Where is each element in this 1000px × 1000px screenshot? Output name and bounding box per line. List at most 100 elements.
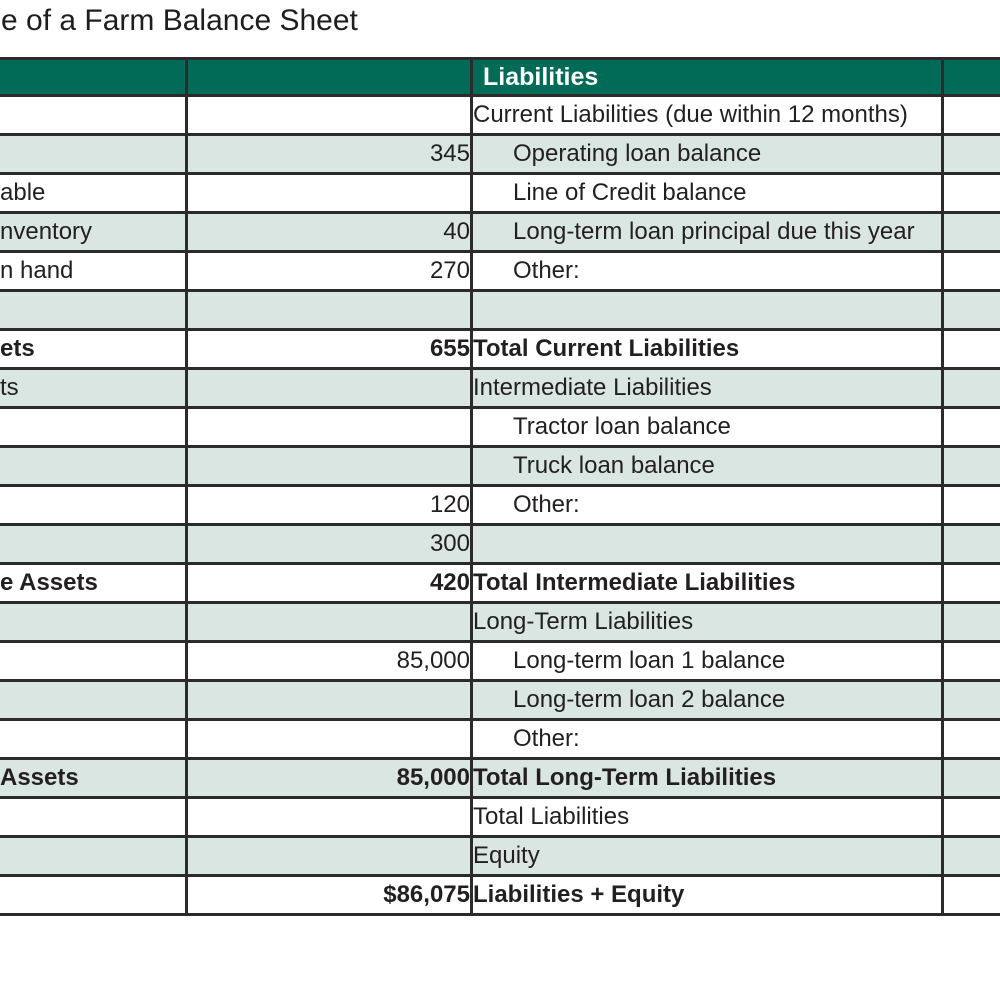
assets-label-cell — [0, 835, 188, 877]
liabilities-label-cell: Long-term loan principal due this year — [470, 211, 944, 253]
assets-label-cell — [0, 640, 188, 682]
assets-label-cell: ts — [0, 367, 188, 409]
liabilities-label-cell — [470, 523, 944, 565]
assets-value-cell — [185, 718, 473, 760]
liabilities-value-cell — [941, 367, 1000, 409]
liabilities-value-cell — [941, 718, 1000, 760]
liabilities-value-cell — [941, 445, 1000, 487]
assets-label-cell — [0, 796, 188, 838]
assets-label-cell: able — [0, 172, 188, 214]
assets-label-cell — [0, 718, 188, 760]
assets-value-header-cell — [185, 57, 473, 97]
table-row: Other: — [0, 718, 1000, 760]
assets-label-cell: nventory — [0, 211, 188, 253]
assets-label-cell — [0, 601, 188, 643]
assets-label-cell: e Assets — [0, 562, 188, 604]
liabilities-label-cell: Other: — [470, 484, 944, 526]
liabilities-value-cell — [941, 796, 1000, 838]
liabilities-label-cell: Total Current Liabilities — [470, 328, 944, 370]
assets-value-cell — [185, 406, 473, 448]
liabilities-label-cell: Total Intermediate Liabilities — [470, 562, 944, 604]
table-row: $86,075 Liabilities + Equity — [0, 874, 1000, 916]
liabilities-label-cell: Tractor loan balance — [470, 406, 944, 448]
table-row: 345 Operating loan balance — [0, 133, 1000, 175]
liabilities-label-cell: Long-Term Liabilities — [470, 601, 944, 643]
liabilities-value-cell — [941, 640, 1000, 682]
table-row: n hand 270 Other: — [0, 250, 1000, 292]
liabilities-label-cell: Total Long-Term Liabilities — [470, 757, 944, 799]
liabilities-value-cell — [941, 874, 1000, 916]
assets-label-cell — [0, 94, 188, 136]
assets-value-cell — [185, 445, 473, 487]
assets-value-cell — [185, 172, 473, 214]
liabilities-label-cell: Intermediate Liabilities — [470, 367, 944, 409]
liabilities-value-cell — [941, 523, 1000, 565]
table-row: ts Intermediate Liabilities — [0, 367, 1000, 409]
liabilities-value-cell — [941, 250, 1000, 292]
table-row: nventory 40 Long-term loan principal due t… — [0, 211, 1000, 253]
assets-label-cell — [0, 679, 188, 721]
assets-label-cell: n hand — [0, 250, 188, 292]
table-row: able Line of Credit balance — [0, 172, 1000, 214]
assets-label-cell — [0, 523, 188, 565]
assets-value-cell: 345 — [185, 133, 473, 175]
table-row: Equity — [0, 835, 1000, 877]
assets-value-cell — [185, 835, 473, 877]
table-row: ets 655 Total Current Liabilities — [0, 328, 1000, 370]
table-row: Long-Term Liabilities — [0, 601, 1000, 643]
table-row: Assets 85,000 Total Long-Term Liabilities — [0, 757, 1000, 799]
liabilities-label-cell: Operating loan balance — [470, 133, 944, 175]
table-row: Truck loan balance — [0, 445, 1000, 487]
liabilities-value-cell — [941, 211, 1000, 253]
document-title: e of a Farm Balance Sheet — [1, 4, 358, 37]
table-row — [0, 289, 1000, 331]
table-row: Total Liabilities — [0, 796, 1000, 838]
liabilities-value-cell — [941, 484, 1000, 526]
table-row: e Assets 420 Total Intermediate Liabilitie… — [0, 562, 1000, 604]
assets-value-cell: 85,000 — [185, 640, 473, 682]
liabilities-value-cell — [941, 406, 1000, 448]
liabilities-value-cell — [941, 133, 1000, 175]
liabilities-label-cell: Other: — [470, 718, 944, 760]
assets-label-cell — [0, 484, 188, 526]
liabilities-value-cell — [941, 172, 1000, 214]
balance-sheet-table: Liabilities Current Liabilities (due wit… — [0, 57, 1000, 916]
liabilities-label-cell: Liabilities + Equity — [470, 874, 944, 916]
table-row: 85,000 Long-term loan 1 balance — [0, 640, 1000, 682]
liabilities-value-cell — [941, 562, 1000, 604]
liabilities-header-cell: Liabilities — [470, 57, 944, 97]
assets-value-cell — [185, 601, 473, 643]
table-row: 120 Other: — [0, 484, 1000, 526]
liabilities-label-cell: Current Liabilities (due within 12 month… — [470, 94, 944, 136]
assets-label-cell — [0, 406, 188, 448]
assets-value-cell — [185, 367, 473, 409]
liabilities-value-cell — [941, 94, 1000, 136]
assets-value-cell — [185, 679, 473, 721]
assets-header-cell — [0, 57, 188, 97]
liabilities-value-cell — [941, 757, 1000, 799]
assets-label-cell — [0, 289, 188, 331]
balance-sheet-table-wrap: Liabilities Current Liabilities (due wit… — [0, 57, 1000, 978]
assets-value-cell — [185, 94, 473, 136]
liabilities-label-cell: Truck loan balance — [470, 445, 944, 487]
assets-value-cell: 120 — [185, 484, 473, 526]
table-row: Current Liabilities (due within 12 month… — [0, 94, 1000, 136]
liabilities-label-cell — [470, 289, 944, 331]
assets-label-cell: ets — [0, 328, 188, 370]
assets-label-cell: Assets — [0, 757, 188, 799]
table-row: Tractor loan balance — [0, 406, 1000, 448]
liabilities-label-cell: Equity — [470, 835, 944, 877]
header-row: Liabilities — [0, 57, 1000, 97]
liabilities-label-cell: Total Liabilities — [470, 796, 944, 838]
liabilities-value-cell — [941, 328, 1000, 370]
assets-value-cell: 300 — [185, 523, 473, 565]
assets-value-cell: 40 — [185, 211, 473, 253]
liabilities-value-cell — [941, 835, 1000, 877]
assets-label-cell — [0, 445, 188, 487]
assets-value-cell: 85,000 — [185, 757, 473, 799]
assets-label-cell — [0, 133, 188, 175]
assets-value-cell — [185, 289, 473, 331]
assets-label-cell — [0, 874, 188, 916]
assets-value-cell: $86,075 — [185, 874, 473, 916]
